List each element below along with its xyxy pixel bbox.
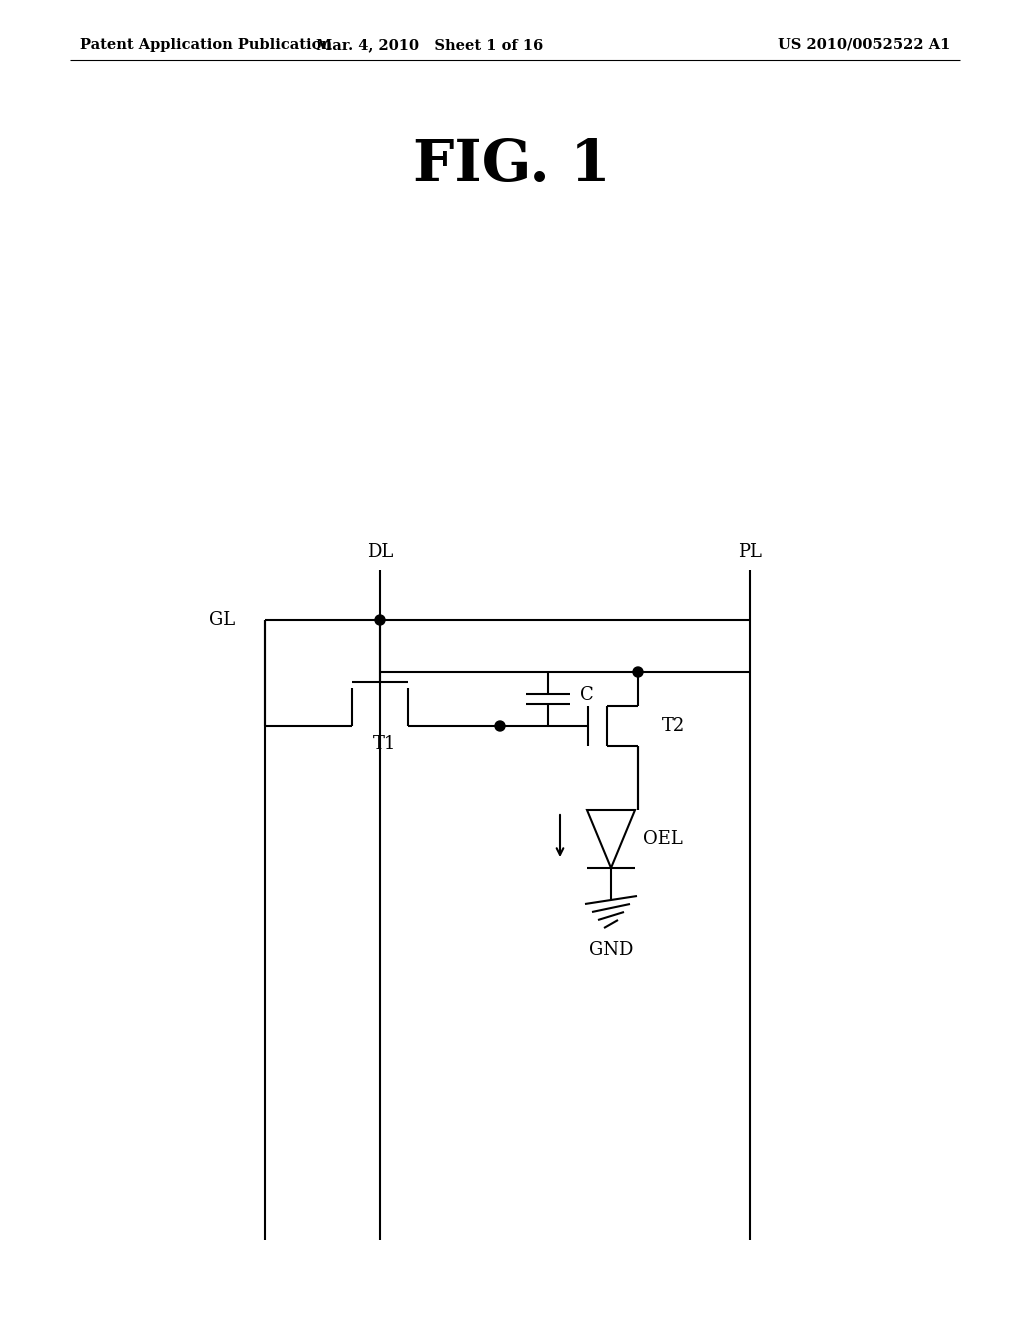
Text: Patent Application Publication: Patent Application Publication <box>80 38 332 51</box>
Circle shape <box>495 721 505 731</box>
Circle shape <box>375 615 385 624</box>
Text: DL: DL <box>367 543 393 561</box>
Text: T2: T2 <box>662 717 685 735</box>
Text: PL: PL <box>738 543 762 561</box>
Text: US 2010/0052522 A1: US 2010/0052522 A1 <box>777 38 950 51</box>
Text: C: C <box>580 686 594 704</box>
Circle shape <box>633 667 643 677</box>
Text: Mar. 4, 2010   Sheet 1 of 16: Mar. 4, 2010 Sheet 1 of 16 <box>316 38 544 51</box>
Text: T1: T1 <box>374 735 396 752</box>
Text: FIG. 1: FIG. 1 <box>413 137 611 193</box>
Text: OEL: OEL <box>643 830 683 847</box>
Text: GL: GL <box>209 611 234 630</box>
Text: GND: GND <box>589 941 633 960</box>
